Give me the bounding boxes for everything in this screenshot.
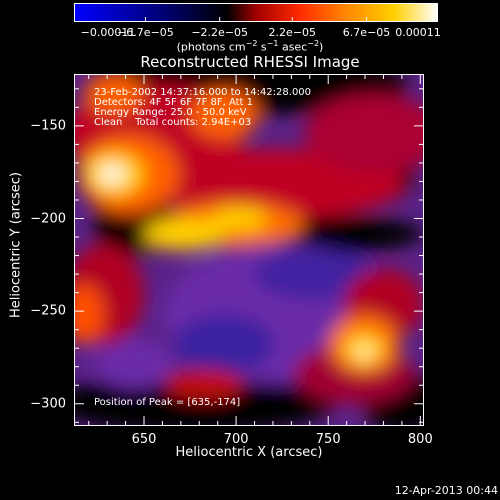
- y-axis-label: Heliocentric Y (arcsec): [8, 172, 24, 318]
- colorbar-tick-label: 6.7e−05: [342, 26, 391, 39]
- units-exp3: −2: [307, 39, 320, 48]
- energy-range: Energy Range: 25.0 - 50.0 keV: [94, 107, 247, 118]
- x-axis-label: Heliocentric X (arcsec): [175, 445, 323, 460]
- timestamp: 12-Apr-2013 00:44: [394, 484, 498, 497]
- y-tick-labels: −150 −200 −250 −300: [0, 74, 70, 426]
- peak-position: Position of Peak = [635,-174]: [94, 397, 241, 408]
- colorbar-ticks: [74, 17, 438, 22]
- heatmap-plot: [74, 74, 424, 426]
- colorbar-tick-label: −0.00011: [80, 26, 136, 39]
- annotation-block: 23-Feb-2002 14:37:16.000 to 14:42:28.000…: [94, 88, 311, 128]
- x-tick-labels: 650 700 750 800: [74, 432, 433, 447]
- y-tick-label: −300: [30, 396, 66, 412]
- units-mid: s: [257, 40, 267, 54]
- emission-map: [74, 74, 424, 426]
- colorbar-tick-label: 2.2e−05: [268, 26, 317, 39]
- colorbar: [74, 3, 438, 22]
- colorbar-tick-label: 0.00011: [395, 26, 441, 39]
- y-tick-label: −250: [30, 303, 66, 319]
- time-range: 23-Feb-2002 14:37:16.000 to 14:42:28.000: [94, 87, 312, 98]
- x-tick-label: 700: [223, 432, 249, 447]
- detectors: Detectors: 4F 5F 6F 7F 8F, Att 1: [94, 97, 254, 108]
- y-tick-label: −200: [30, 211, 66, 226]
- x-tick-label: 650: [131, 432, 157, 447]
- axis-ticks: [74, 74, 424, 426]
- colorbar-units: (photons cm−2 s−1 asec−2): [0, 40, 500, 53]
- units-text: (photons cm: [176, 40, 246, 54]
- chart-title: Reconstructed RHESSI Image: [140, 53, 360, 71]
- colorbar-tick-label: −2.2e−05: [191, 26, 249, 39]
- colorbar-tick-label: −6.7e−05: [117, 26, 174, 39]
- colorbar-tick-labels: −0.00011 −6.7e−05 −2.2e−05 2.2e−05 6.7e−05 0.…: [74, 26, 441, 40]
- units-end: ): [319, 40, 324, 54]
- clean-line: Clean Total counts: 2.94E+03: [94, 117, 252, 128]
- x-tick-label: 800: [407, 432, 433, 447]
- units-exp1: −2: [245, 39, 258, 48]
- units-mid2: asec: [278, 40, 308, 54]
- units-exp2: −1: [266, 39, 279, 48]
- x-tick-label: 750: [315, 432, 341, 447]
- y-tick-label: −150: [30, 118, 66, 134]
